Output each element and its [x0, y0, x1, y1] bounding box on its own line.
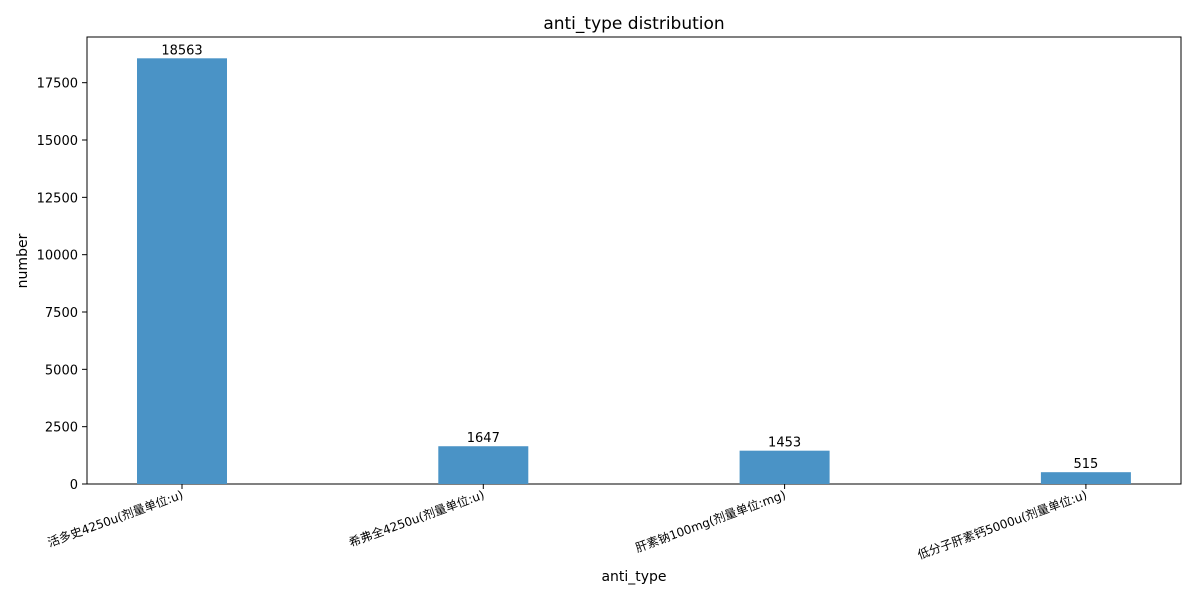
- x-axis-label: anti_type: [601, 569, 666, 585]
- y-axis: 0 2500 5000 7500 10000 12500 15000 17500: [37, 77, 87, 493]
- bar: [739, 450, 830, 484]
- bars: [137, 58, 1131, 484]
- x-tick-label: 低分子肝素钙5000u(剂量单位:u): [915, 487, 1088, 562]
- y-axis-label: number: [15, 233, 31, 288]
- x-tick-label: 希弗全4250u(剂量单位:u): [347, 487, 487, 550]
- chart-title: anti_type distribution: [543, 14, 724, 34]
- bar-value-label: 515: [1073, 457, 1098, 472]
- x-tick-label: 活多史4250u(剂量单位:u): [45, 487, 185, 550]
- y-tick-label: 12500: [37, 191, 78, 206]
- x-tick-label: 肝素钠100mg(剂量单位:mg): [633, 487, 787, 555]
- y-tick-label: 17500: [37, 77, 78, 92]
- y-tick-label: 15000: [37, 134, 78, 149]
- bar: [1040, 472, 1131, 484]
- bar-value-label: 18563: [161, 43, 202, 58]
- y-tick-label: 10000: [37, 249, 78, 264]
- y-tick-label: 5000: [45, 363, 78, 378]
- y-tick-label: 2500: [45, 421, 78, 436]
- y-tick-label: 7500: [45, 306, 78, 321]
- bar-value-label: 1647: [467, 431, 500, 446]
- y-tick-label: 0: [70, 478, 78, 493]
- plot-area: [86, 36, 1182, 485]
- bar-value-labels: 18563 1647 1453 515: [161, 43, 1098, 472]
- x-axis: 活多史4250u(剂量单位:u) 希弗全4250u(剂量单位:u) 肝素钠100mg…: [45, 484, 1089, 562]
- bar: [438, 446, 529, 484]
- bar-value-label: 1453: [768, 436, 801, 451]
- bar: [137, 58, 227, 484]
